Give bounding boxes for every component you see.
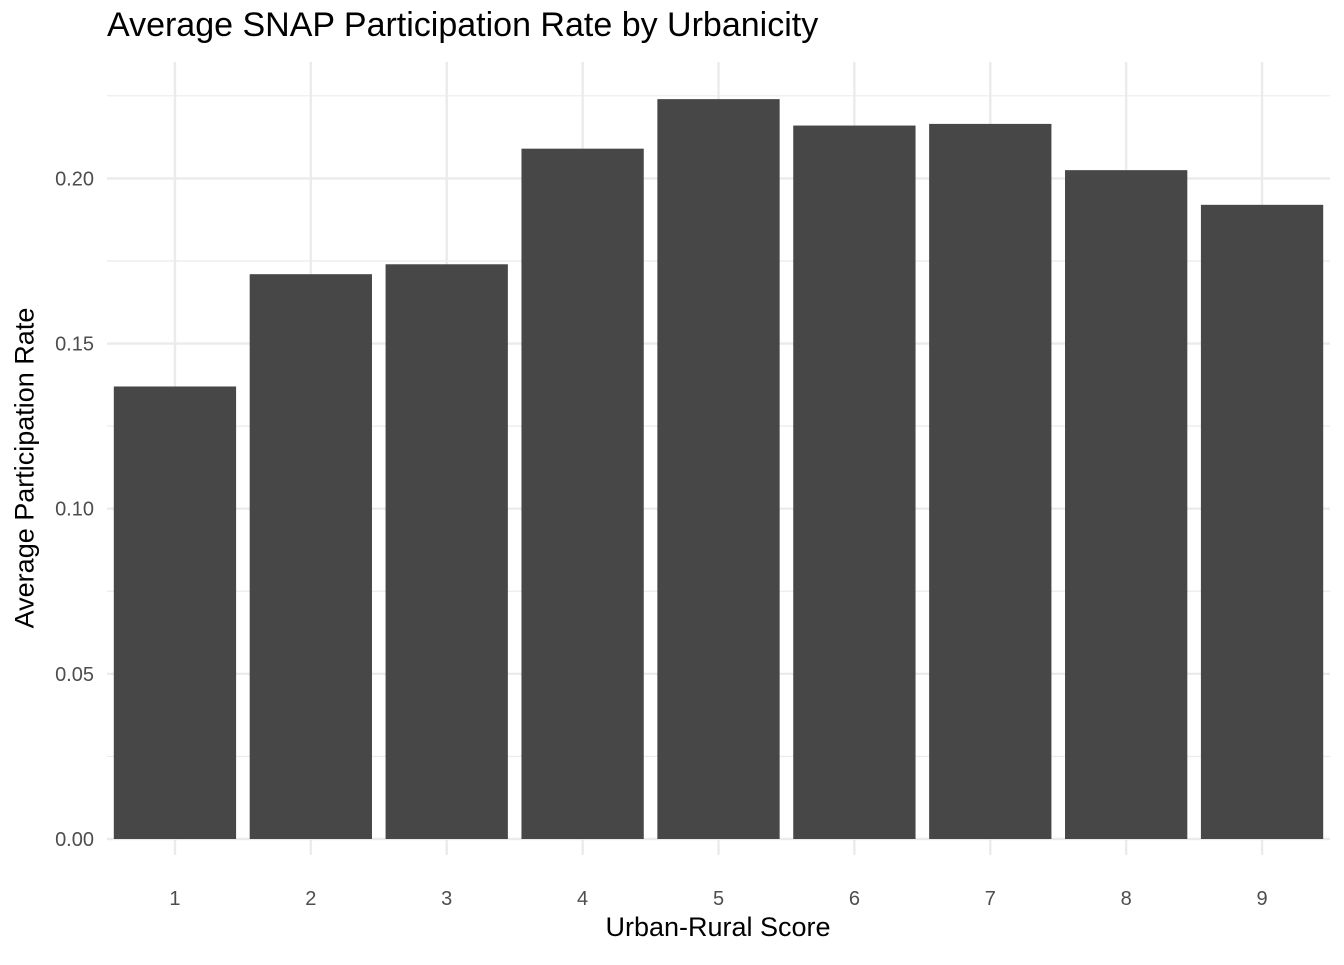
y-tick-label: 0.05 [55,664,94,686]
bar-9 [1200,204,1324,840]
bar-7 [929,123,1052,839]
x-tick-label: 6 [849,888,860,910]
y-tick-label: 0.20 [55,168,94,190]
bar-2 [249,274,372,839]
chart-title: Average SNAP Participation Rate by Urban… [107,6,819,44]
bar-8 [1065,170,1188,839]
x-axis-title: Urban-Rural Score [605,912,831,942]
y-tick-label: 0.10 [55,499,94,521]
x-tick-label: 8 [1121,888,1132,910]
x-tick-label: 2 [305,888,316,910]
x-tick-label: 5 [713,888,724,910]
y-tick-label: 0.15 [55,334,94,356]
x-tick-label: 3 [441,888,452,910]
x-tick-label: 1 [169,888,180,910]
bar-3 [385,264,508,839]
x-tick-label: 9 [1256,888,1267,910]
y-tick-label: 0.00 [55,829,94,851]
bar-6 [793,125,916,839]
y-axis-title: Average Participation Rate [9,307,40,629]
x-tick-label: 7 [985,888,996,910]
x-tick-label: 4 [577,888,588,910]
bar-1 [113,386,237,839]
bar-4 [521,148,644,840]
bar-5 [657,99,780,840]
